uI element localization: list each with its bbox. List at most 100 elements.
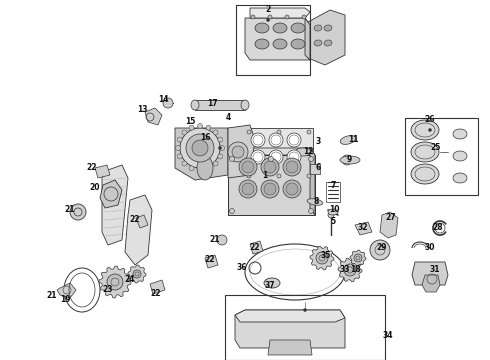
Circle shape [192, 140, 208, 156]
Ellipse shape [411, 142, 439, 162]
Text: 3: 3 [316, 138, 321, 147]
Circle shape [269, 157, 273, 162]
Circle shape [218, 137, 223, 142]
Text: 14: 14 [158, 95, 168, 104]
Polygon shape [136, 215, 148, 228]
Circle shape [264, 161, 276, 173]
Circle shape [232, 146, 244, 158]
Circle shape [283, 180, 301, 198]
Circle shape [70, 204, 86, 220]
Polygon shape [268, 340, 312, 355]
Ellipse shape [255, 39, 269, 49]
Circle shape [229, 157, 235, 162]
Ellipse shape [314, 40, 322, 46]
Text: 22: 22 [129, 216, 140, 225]
Ellipse shape [324, 25, 332, 31]
Text: 21: 21 [65, 206, 75, 215]
Ellipse shape [255, 23, 269, 33]
Circle shape [342, 155, 352, 165]
Polygon shape [99, 266, 131, 298]
Text: 36: 36 [237, 264, 247, 273]
Text: 37: 37 [265, 280, 275, 289]
Polygon shape [235, 310, 345, 348]
Text: 2: 2 [266, 5, 270, 14]
Text: 25: 25 [430, 144, 441, 153]
Circle shape [286, 161, 298, 173]
Polygon shape [102, 165, 128, 245]
Ellipse shape [411, 120, 439, 140]
Circle shape [189, 125, 194, 130]
Bar [310, 164, 320, 174]
Polygon shape [228, 155, 315, 215]
Ellipse shape [251, 133, 265, 147]
Circle shape [217, 235, 227, 245]
Text: 21: 21 [47, 291, 57, 300]
Polygon shape [310, 148, 315, 215]
Polygon shape [355, 222, 372, 235]
Text: 34: 34 [383, 330, 393, 339]
Ellipse shape [340, 136, 356, 144]
Text: 27: 27 [385, 213, 395, 222]
Text: 30: 30 [425, 243, 436, 252]
Circle shape [268, 15, 272, 19]
Circle shape [186, 134, 214, 162]
Ellipse shape [453, 173, 467, 183]
Polygon shape [175, 128, 228, 180]
Text: 19: 19 [60, 296, 70, 305]
Circle shape [189, 166, 194, 171]
Circle shape [307, 130, 311, 134]
Ellipse shape [324, 40, 332, 46]
Ellipse shape [291, 23, 305, 33]
Text: 20: 20 [90, 184, 100, 193]
Text: 6: 6 [315, 163, 320, 172]
Text: 24: 24 [125, 275, 135, 284]
Polygon shape [205, 255, 218, 268]
Text: 21: 21 [210, 235, 220, 244]
Ellipse shape [295, 148, 311, 156]
Polygon shape [422, 275, 440, 292]
Polygon shape [228, 148, 315, 155]
Text: 31: 31 [430, 266, 441, 274]
Circle shape [182, 161, 187, 166]
Circle shape [344, 264, 356, 276]
Circle shape [177, 154, 182, 159]
Circle shape [228, 142, 248, 162]
Ellipse shape [453, 151, 467, 161]
Text: 29: 29 [376, 243, 387, 252]
Text: 22: 22 [205, 256, 215, 265]
Circle shape [267, 18, 270, 22]
Polygon shape [195, 100, 245, 110]
Circle shape [220, 145, 224, 150]
Circle shape [261, 158, 279, 176]
Circle shape [247, 130, 251, 134]
Circle shape [261, 180, 279, 198]
Ellipse shape [411, 164, 439, 184]
Text: 4: 4 [225, 113, 231, 122]
Circle shape [206, 125, 211, 130]
Polygon shape [57, 283, 76, 298]
Circle shape [283, 158, 301, 176]
Circle shape [197, 167, 202, 172]
Polygon shape [128, 265, 146, 283]
Text: 22: 22 [87, 163, 97, 172]
Text: 23: 23 [103, 285, 113, 294]
Polygon shape [380, 212, 398, 238]
Text: 7: 7 [330, 180, 335, 189]
Circle shape [247, 174, 251, 178]
Text: 11: 11 [348, 135, 359, 144]
Circle shape [370, 240, 390, 260]
Ellipse shape [314, 25, 322, 31]
Text: 16: 16 [200, 134, 211, 143]
Text: 5: 5 [330, 217, 335, 226]
Text: 22: 22 [250, 243, 260, 252]
Text: 35: 35 [321, 251, 331, 260]
Text: 9: 9 [347, 156, 352, 165]
Text: 8: 8 [313, 198, 318, 207]
Circle shape [277, 174, 281, 178]
Text: 22: 22 [151, 288, 161, 297]
Polygon shape [125, 195, 152, 265]
Polygon shape [308, 10, 345, 65]
Bar [326, 182, 340, 202]
Polygon shape [310, 246, 334, 270]
Circle shape [302, 15, 306, 19]
